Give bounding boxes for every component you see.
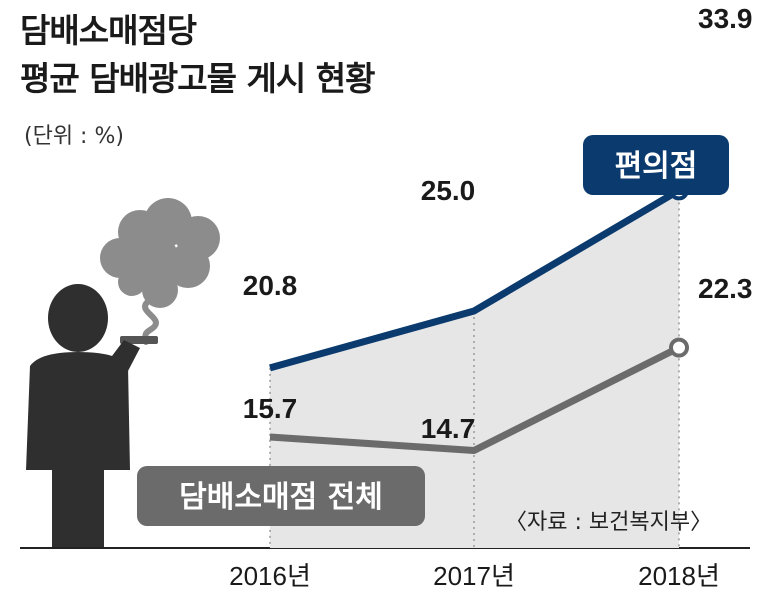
area-shading bbox=[270, 190, 679, 548]
x-tick-label: 2018년 bbox=[638, 561, 720, 591]
series-line-all-retail bbox=[269, 344, 681, 455]
plot-area: 20.8 25.0 33.9 15.7 14.7 22.3 2016년 2017년 2018년 편… bbox=[137, 3, 753, 591]
smoking-person-icon bbox=[20, 198, 750, 549]
x-tick-label: 2016년 bbox=[229, 561, 311, 591]
data-label: 33.9 bbox=[698, 3, 753, 34]
x-tick-label: 2017년 bbox=[433, 561, 515, 591]
data-label: 20.8 bbox=[243, 270, 298, 301]
series-label-convenience: 편의점 bbox=[615, 149, 698, 184]
series-label-all-retail: 담배소매점 전체 bbox=[179, 480, 383, 515]
unit-label: (단위 : %) bbox=[24, 124, 124, 149]
data-label: 25.0 bbox=[421, 175, 476, 206]
data-label: 22.3 bbox=[698, 273, 753, 304]
source-note: 〈자료 : 보건복지부〉 bbox=[505, 510, 713, 535]
series-label-convenience-badge bbox=[583, 135, 729, 195]
data-label: 14.7 bbox=[421, 413, 476, 444]
series-label-all-retail-badge bbox=[137, 466, 425, 526]
data-label: 15.7 bbox=[243, 393, 298, 424]
chart-title-line2: 평균 담배광고물 게시 현황 bbox=[20, 59, 375, 98]
chart-title-line1: 담배소매점당 bbox=[20, 11, 197, 50]
series-line-convenience bbox=[269, 187, 681, 372]
end-point-marker bbox=[669, 337, 689, 358]
